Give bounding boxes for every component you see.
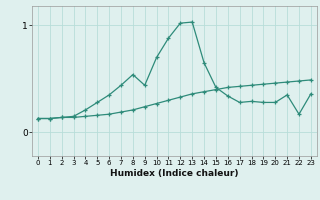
X-axis label: Humidex (Indice chaleur): Humidex (Indice chaleur) — [110, 169, 239, 178]
